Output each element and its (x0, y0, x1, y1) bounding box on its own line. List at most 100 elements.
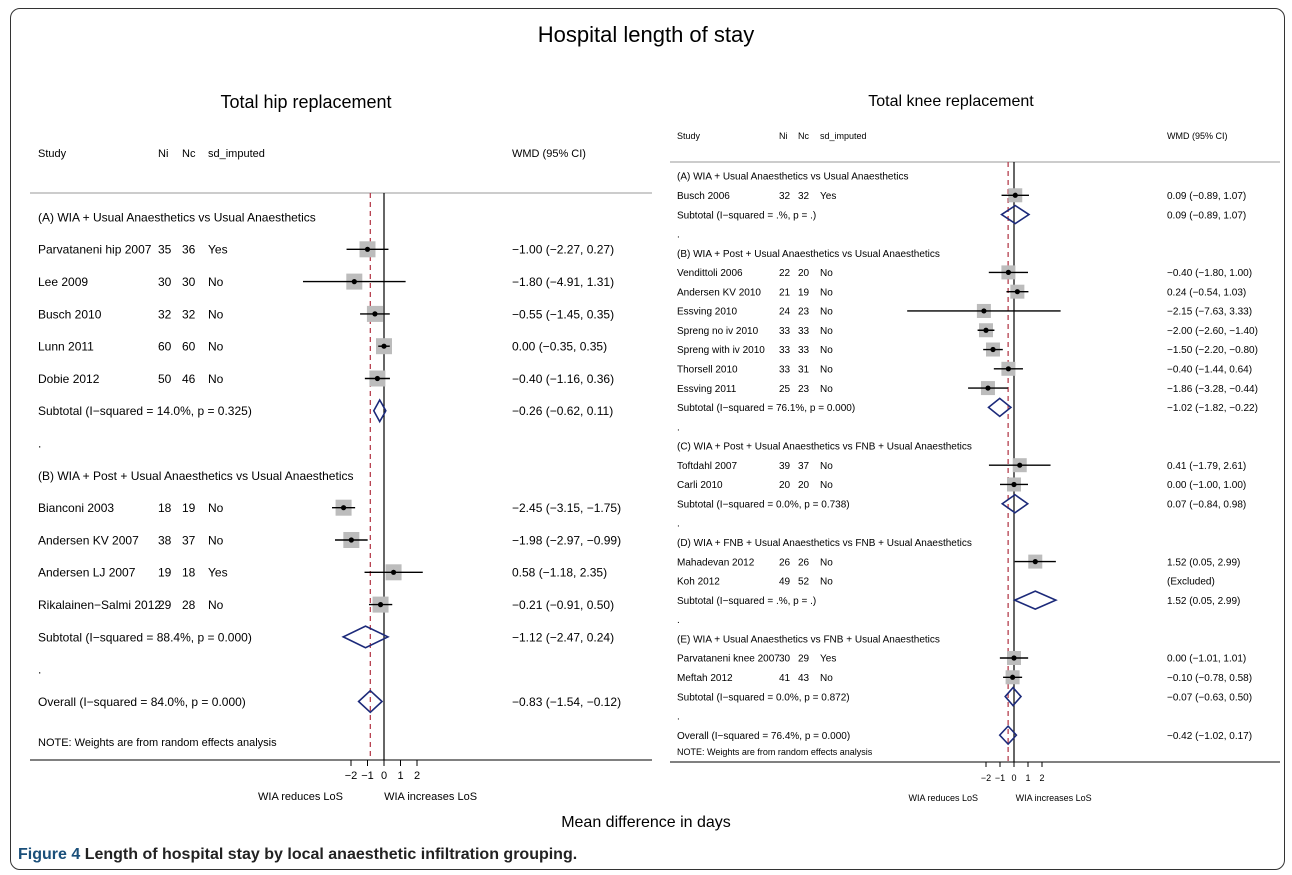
study-name: Meftah 2012 (677, 673, 733, 684)
study-name: Andersen LJ 2007 (38, 566, 136, 580)
subgroup-label: (D) WIA + FNB + Usual Anaesthetics vs FN… (677, 538, 972, 549)
study-ni: 30 (158, 275, 172, 289)
x-tick-label: 2 (414, 770, 420, 782)
overall-wmd-ci: −0.83 (−1.54, −0.12) (512, 695, 621, 709)
study-wmd-ci: −1.86 (−3.28, −0.44) (1167, 384, 1258, 395)
direction-label-right: WIA increases LoS (384, 791, 477, 803)
weights-note: NOTE: Weights are from random effects an… (677, 747, 873, 757)
study-wmd-ci: 0.58 (−1.18, 2.35) (512, 566, 607, 580)
subtotal-label: Subtotal (I−squared = 0.0%, p = 0.872) (677, 692, 850, 703)
study-sd-imputed: No (208, 533, 224, 547)
study-ni: 39 (779, 461, 791, 472)
study-name: Essving 2010 (677, 307, 737, 318)
study-wmd-ci: 1.52 (0.05, 2.99) (1167, 557, 1240, 568)
study-nc: 28 (182, 598, 196, 612)
study-sd-imputed: No (820, 365, 833, 376)
study-nc: 33 (798, 326, 810, 337)
study-ni: 18 (158, 501, 172, 515)
point-estimate (983, 327, 989, 333)
x-tick-label: 0 (1011, 773, 1016, 783)
study-ni: 20 (779, 480, 791, 491)
panel-title: Total hip replacement (220, 92, 391, 112)
study-name: Lee 2009 (38, 275, 88, 289)
study-name: Busch 2006 (677, 191, 730, 202)
header-sd-imputed: sd_imputed (208, 148, 265, 160)
study-sd-imputed: No (208, 307, 224, 321)
study-sd-imputed: No (820, 673, 833, 684)
study-ni: 33 (779, 326, 791, 337)
study-ni: 26 (779, 557, 791, 568)
figure-frame (10, 8, 1285, 870)
subtotal-diamond (1012, 590, 1058, 611)
study-wmd-ci: −2.00 (−2.60, −1.40) (1167, 326, 1258, 337)
x-tick-label: −1 (995, 773, 1005, 783)
study-wmd-ci: (Excluded) (1167, 577, 1215, 588)
study-nc: 19 (798, 287, 810, 298)
study-wmd-ci: −1.80 (−4.91, 1.31) (512, 275, 614, 289)
point-estimate (1017, 462, 1023, 468)
study-nc: 52 (798, 577, 810, 588)
study-ni: 29 (158, 598, 172, 612)
header-ni: Ni (779, 131, 788, 141)
study-sd-imputed: No (820, 461, 833, 472)
study-wmd-ci: −0.40 (−1.80, 1.00) (1167, 268, 1252, 279)
x-tick-label: 1 (397, 770, 403, 782)
study-ni: 35 (158, 243, 172, 257)
caption-label: Figure 4 (18, 846, 81, 863)
forest-panel-knee: Total knee replacement Study Ni Nc sd_impute… (670, 93, 1280, 803)
study-ni: 32 (158, 307, 172, 321)
overall-diamond (998, 724, 1018, 746)
header-study: Study (38, 148, 67, 160)
study-name: Carli 2010 (677, 480, 723, 491)
weights-note: NOTE: Weights are from random effects an… (38, 737, 277, 749)
study-sd-imputed: No (820, 345, 833, 356)
subgroup-label: (A) WIA + Usual Anaesthetics vs Usual An… (38, 210, 316, 224)
study-sd-imputed: No (820, 480, 833, 491)
subtotal-label: Subtotal (I−squared = .%, p = .) (677, 596, 816, 607)
study-nc: 46 (182, 372, 196, 386)
study-ni: 25 (779, 384, 791, 395)
study-sd-imputed: No (208, 501, 224, 515)
study-nc: 29 (798, 654, 810, 665)
point-estimate (374, 375, 380, 382)
subtotal-wmd-ci: 0.07 (−0.84, 0.98) (1167, 499, 1246, 510)
study-name: Parvataneni knee 2007 (677, 654, 780, 665)
figure-title: Hospital length of stay (537, 22, 755, 47)
study-name: Bianconi 2003 (38, 501, 114, 515)
study-ni: 38 (158, 533, 172, 547)
study-wmd-ci: 0.00 (−1.00, 1.00) (1167, 480, 1246, 491)
x-axis-title: Mean difference in days (561, 814, 731, 831)
subgroup-label: (E) WIA + Usual Anaesthetics vs FNB + Us… (677, 634, 940, 645)
subtotal-wmd-ci: −1.02 (−1.82, −0.22) (1167, 403, 1258, 414)
spacer-dot: . (38, 663, 41, 677)
spacer-dot: . (677, 712, 680, 723)
study-name: Spreng with iv 2010 (677, 345, 765, 356)
study-ni: 49 (779, 577, 791, 588)
figure-caption: Figure 4 Length of hospital stay by loca… (18, 846, 577, 864)
study-ni: 50 (158, 372, 172, 386)
study-nc: 36 (182, 243, 196, 257)
subtotal-wmd-ci: −0.07 (−0.63, 0.50) (1167, 692, 1252, 703)
study-ni: 60 (158, 340, 172, 354)
study-sd-imputed: No (820, 577, 833, 588)
study-sd-imputed: No (208, 275, 224, 289)
study-ni: 30 (779, 654, 791, 665)
x-tick-label: −2 (981, 773, 991, 783)
point-estimate (1011, 655, 1017, 661)
study-name: Mahadevan 2012 (677, 557, 755, 568)
subtotal-label: Subtotal (I−squared = 14.0%, p = 0.325) (38, 404, 252, 418)
point-estimate (340, 505, 347, 511)
subtotal-diamond (1000, 493, 1030, 514)
study-nc: 32 (182, 307, 196, 321)
subgroup-label: (B) WIA + Post + Usual Anaesthetics vs U… (38, 469, 353, 483)
study-nc: 30 (182, 275, 196, 289)
study-wmd-ci: −0.40 (−1.16, 0.36) (512, 372, 614, 386)
study-nc: 19 (182, 501, 196, 515)
overall-wmd-ci: −0.42 (−1.02, 0.17) (1167, 731, 1252, 742)
study-name: Spreng no iv 2010 (677, 326, 759, 337)
study-wmd-ci: −1.98 (−2.97, −0.99) (512, 533, 621, 547)
x-tick-label: 1 (1025, 773, 1030, 783)
study-name: Thorsell 2010 (677, 365, 738, 376)
study-name: Toftdahl 2007 (677, 461, 737, 472)
point-estimate (1032, 559, 1038, 565)
